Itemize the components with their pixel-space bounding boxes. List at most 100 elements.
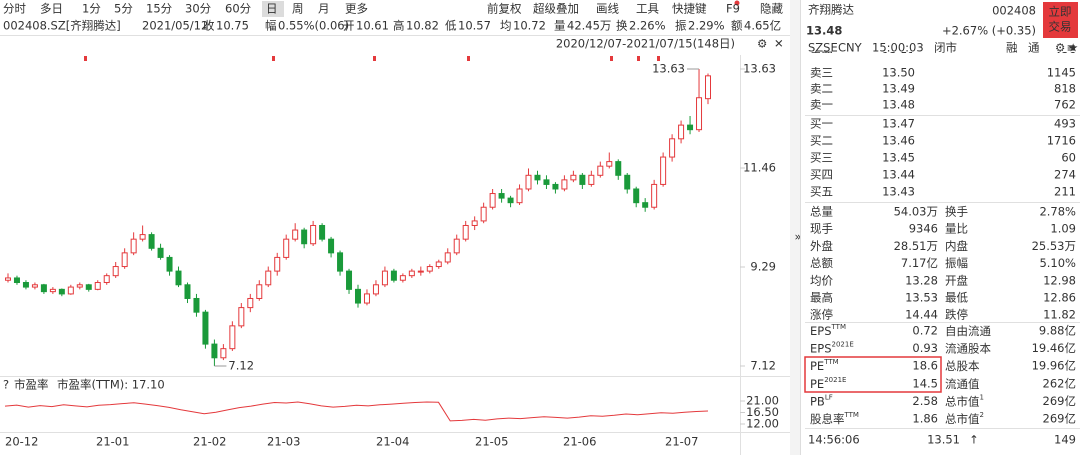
candle-body bbox=[31, 284, 38, 288]
valuation-value: 0.93 bbox=[912, 341, 938, 355]
info-label: 换 bbox=[616, 19, 628, 33]
valuation-label-main: PE bbox=[810, 359, 824, 373]
gear-icon[interactable]: ⚙ bbox=[757, 37, 767, 51]
close-icon[interactable]: ✕ bbox=[774, 37, 784, 51]
candle-body bbox=[337, 252, 344, 272]
book-volume: 274 bbox=[1054, 168, 1076, 182]
stat-value: 9346 bbox=[909, 222, 938, 236]
trade-button-label[interactable]: 立即 bbox=[1049, 5, 1072, 19]
candle-body bbox=[705, 75, 711, 100]
candle-body bbox=[247, 297, 254, 309]
tool-button[interactable]: 超级叠加 bbox=[533, 2, 579, 16]
tool-button[interactable]: 前复权 bbox=[487, 2, 522, 16]
valuation-label: 流通值 bbox=[945, 376, 980, 390]
period-tab[interactable]: 60分 bbox=[225, 2, 252, 16]
price-change: +2.67% (+0.35) bbox=[942, 24, 1036, 38]
valuation-value: 262亿 bbox=[1043, 376, 1076, 390]
stat-label: 跌停 bbox=[945, 308, 968, 322]
period-tab[interactable]: 多日 bbox=[40, 2, 63, 16]
tool-button[interactable]: F9 bbox=[726, 2, 740, 16]
candle-body bbox=[678, 124, 685, 140]
info-value: 4.65亿 bbox=[744, 19, 781, 33]
tool-button[interactable]: 隐藏 bbox=[760, 2, 783, 16]
tool-button[interactable]: 快捷键 bbox=[672, 2, 707, 16]
info-label: 低 bbox=[445, 19, 457, 33]
period-tab[interactable]: 月 bbox=[318, 2, 330, 16]
period-tab[interactable]: 1分 bbox=[82, 2, 101, 16]
scrollbar[interactable] bbox=[790, 0, 800, 455]
candle-body bbox=[444, 252, 451, 263]
stat-label: 最低 bbox=[945, 291, 968, 305]
candle-body bbox=[498, 193, 505, 199]
candle-body bbox=[471, 220, 478, 226]
stat-label: 最高 bbox=[810, 291, 833, 305]
period-tab[interactable]: 30分 bbox=[185, 2, 212, 16]
candle-body bbox=[453, 238, 460, 254]
candle-body bbox=[76, 284, 83, 288]
book-volume: 1145 bbox=[1047, 66, 1076, 80]
period-tab[interactable]: 分时 bbox=[3, 2, 26, 16]
book-label: 卖二 bbox=[810, 82, 833, 96]
tool-button[interactable]: 工具 bbox=[636, 2, 659, 16]
period-tab[interactable]: 更多 bbox=[345, 2, 368, 16]
period-tab[interactable]: 15分 bbox=[146, 2, 173, 16]
book-price: 13.44 bbox=[882, 168, 915, 182]
y-tick-label: 13.63 bbox=[743, 62, 776, 76]
info-label: 开 bbox=[343, 19, 355, 33]
candle-body bbox=[426, 266, 433, 272]
x-tick-label: 21-04 bbox=[376, 435, 409, 449]
valuation-value: 0.72 bbox=[912, 324, 938, 338]
info-label: 均 bbox=[500, 19, 512, 33]
up-arrow: ↑ bbox=[969, 433, 979, 447]
valuation-value: 18.6 bbox=[912, 359, 938, 373]
candle-body bbox=[94, 282, 101, 290]
candle-body bbox=[319, 224, 326, 240]
info-value: 2.26% bbox=[629, 19, 666, 33]
candle-body bbox=[642, 202, 649, 208]
book-price: 13.45 bbox=[882, 151, 915, 165]
candle-body bbox=[372, 284, 379, 295]
stat-label: 现手 bbox=[810, 222, 833, 236]
candle-body bbox=[103, 275, 110, 284]
valuation-label: 流通股本 bbox=[945, 341, 991, 355]
candle-body bbox=[283, 238, 290, 258]
tick-time: 14:56:06 bbox=[808, 433, 860, 447]
candle-body bbox=[552, 183, 559, 190]
tool-button[interactable]: 画线 bbox=[596, 2, 619, 16]
stat-value: 12.86 bbox=[1043, 291, 1076, 305]
candle-body bbox=[166, 256, 173, 272]
candle-body bbox=[274, 256, 281, 272]
candle-body bbox=[696, 97, 703, 131]
candle-body bbox=[22, 282, 29, 288]
trade-button[interactable] bbox=[1043, 2, 1078, 38]
period-tab[interactable]: 周 bbox=[292, 2, 304, 16]
candle-body bbox=[13, 277, 20, 284]
info-value: 10.75 bbox=[216, 19, 249, 33]
candle-body bbox=[399, 275, 406, 281]
book-label: 买一 bbox=[810, 117, 833, 131]
info-label: 量 bbox=[554, 19, 566, 33]
period-tab[interactable]: 日 bbox=[266, 2, 278, 16]
candle-body bbox=[355, 288, 361, 304]
star-icon[interactable]: ★ bbox=[1068, 41, 1078, 55]
candle-body bbox=[516, 188, 523, 204]
candle-body bbox=[408, 270, 415, 277]
candle-body bbox=[202, 311, 209, 345]
candle-body bbox=[58, 288, 65, 295]
valuation-value: 1.86 bbox=[912, 412, 938, 426]
book-volume: 211 bbox=[1054, 185, 1076, 199]
stat-value: 7.17亿 bbox=[901, 256, 938, 270]
candle-body bbox=[606, 161, 613, 167]
date: 2021/05/12 bbox=[142, 19, 208, 33]
info-value: 10.61 bbox=[356, 19, 389, 33]
trade-button-label[interactable]: 交易 bbox=[1049, 20, 1072, 34]
menu-icon[interactable]: ≡ bbox=[1066, 41, 1076, 55]
period-tab[interactable]: 5分 bbox=[114, 2, 133, 16]
candle-body bbox=[85, 284, 92, 290]
collapse-arrow[interactable]: » bbox=[794, 230, 801, 244]
indicator-label: 市盈率(TTM): 17.10 bbox=[57, 378, 165, 392]
tick-price: 13.51 bbox=[927, 433, 960, 447]
candle-body bbox=[184, 284, 191, 299]
settings-icon[interactable]: ⚙ bbox=[1055, 41, 1065, 55]
valuation-label-main: 总市值 bbox=[945, 394, 980, 408]
